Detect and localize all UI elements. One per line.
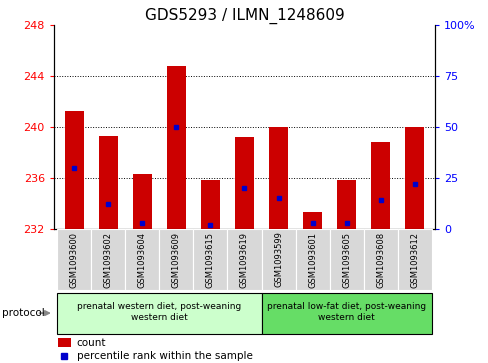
Text: GSM1093605: GSM1093605	[342, 232, 350, 287]
Bar	[405, 127, 423, 229]
Text: GSM1093612: GSM1093612	[409, 232, 418, 287]
Text: percentile rank within the sample: percentile rank within the sample	[77, 351, 252, 361]
Bar	[235, 137, 253, 229]
Text: prenatal western diet, post-weaning
western diet: prenatal western diet, post-weaning west…	[77, 302, 241, 322]
Text: GSM1093600: GSM1093600	[70, 232, 79, 287]
Text: GSM1093604: GSM1093604	[138, 232, 146, 287]
Bar	[201, 180, 220, 229]
Bar	[227, 229, 261, 290]
Bar	[193, 229, 227, 290]
Text: GSM1093609: GSM1093609	[172, 232, 181, 287]
Bar	[295, 229, 329, 290]
Bar	[329, 229, 363, 290]
Bar	[167, 66, 185, 229]
Text: GSM1093615: GSM1093615	[205, 232, 215, 287]
Bar	[397, 229, 431, 290]
Bar	[261, 229, 295, 290]
Title: GDS5293 / ILMN_1248609: GDS5293 / ILMN_1248609	[144, 8, 344, 24]
Bar	[268, 127, 287, 229]
Text: GSM1093608: GSM1093608	[375, 232, 385, 287]
Text: GSM1093602: GSM1093602	[103, 232, 113, 287]
Text: GSM1093601: GSM1093601	[307, 232, 316, 287]
Bar	[363, 229, 397, 290]
Bar	[337, 180, 355, 229]
Bar	[125, 229, 159, 290]
Bar	[58, 338, 71, 347]
Text: protocol: protocol	[2, 308, 45, 318]
Bar	[133, 174, 151, 229]
Text: GSM1093599: GSM1093599	[273, 232, 283, 287]
Bar	[57, 229, 91, 290]
Bar	[65, 110, 83, 229]
Bar	[370, 142, 389, 229]
Bar	[57, 293, 261, 334]
Bar	[91, 229, 125, 290]
Bar	[261, 293, 431, 334]
Text: count: count	[77, 338, 106, 348]
Text: prenatal low-fat diet, post-weaning
western diet: prenatal low-fat diet, post-weaning west…	[266, 302, 426, 322]
Text: GSM1093619: GSM1093619	[240, 232, 248, 287]
Bar	[159, 229, 193, 290]
Bar	[303, 212, 321, 229]
Bar	[99, 136, 118, 229]
